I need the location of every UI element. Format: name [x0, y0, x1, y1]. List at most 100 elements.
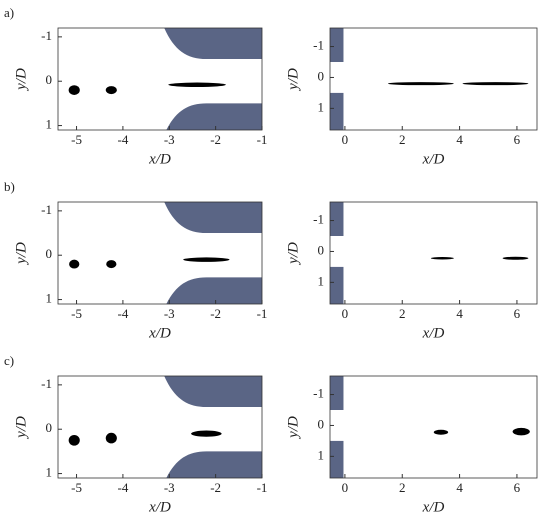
x-tick-label: -2 — [210, 480, 221, 495]
nozzle-wall — [166, 451, 262, 478]
y-tick-label: 1 — [318, 447, 325, 462]
droplet — [462, 82, 529, 86]
droplet — [69, 259, 80, 269]
y-tick-label: 1 — [46, 291, 53, 306]
droplet — [191, 430, 222, 437]
y-axis-label: y/D — [285, 68, 301, 92]
x-tick-label: -1 — [257, 306, 268, 321]
x-tick-label: 0 — [342, 306, 349, 321]
x-tick-label: -3 — [164, 132, 175, 147]
x-tick-label: 6 — [514, 306, 521, 321]
panel: 0 2 4 6 -1 0 1 x/D y/D — [285, 375, 538, 515]
y-tick-label: 1 — [318, 273, 325, 288]
x-tick-label: -5 — [71, 132, 82, 147]
x-tick-label: -2 — [210, 132, 221, 147]
droplet — [502, 256, 529, 260]
droplet — [105, 432, 117, 444]
droplet — [68, 434, 80, 446]
y-tick-label: 1 — [46, 465, 53, 480]
droplet — [512, 427, 530, 436]
y-axis-label: y/D — [285, 416, 301, 440]
x-tick-label: -4 — [117, 132, 128, 147]
x-tick-label: -4 — [117, 306, 128, 321]
x-axis-label: x/D — [148, 325, 171, 341]
y-tick-label: -1 — [313, 212, 324, 227]
plot-area — [330, 202, 529, 304]
y-tick-label: -1 — [41, 28, 52, 43]
nozzle-wall — [330, 376, 344, 410]
y-axis-label: y/D — [13, 68, 29, 92]
x-tick-label: -1 — [257, 480, 268, 495]
y-axis-label: y/D — [13, 416, 29, 440]
panel: 0 2 4 6 -1 0 1 x/D y/D — [285, 27, 538, 167]
axes-box — [57, 27, 263, 131]
y-tick-label: 0 — [46, 420, 53, 435]
x-tick-label: 4 — [456, 132, 463, 147]
y-tick-label: 1 — [46, 117, 53, 132]
y-tick-label: -1 — [41, 202, 52, 217]
x-axis-label: x/D — [148, 151, 171, 167]
nozzle-wall — [164, 202, 262, 234]
x-tick-label: -5 — [71, 306, 82, 321]
panel-label: c) — [4, 353, 14, 368]
y-tick-label: 0 — [318, 68, 325, 83]
droplet — [430, 257, 454, 260]
panel: -5 -4 -3 -2 -1 -1 0 1 x/D y/D c) — [4, 353, 268, 515]
x-tick-label: 2 — [399, 132, 406, 147]
panel-label: b) — [4, 179, 15, 194]
x-tick-label: 6 — [514, 480, 521, 495]
y-tick-label: -1 — [313, 38, 324, 53]
y-axis-label: y/D — [285, 242, 301, 266]
y-tick-label: -1 — [313, 386, 324, 401]
y-tick-label: -1 — [41, 376, 52, 391]
y-tick-label: 0 — [318, 242, 325, 257]
y-tick-label: 0 — [318, 416, 325, 431]
axes-box — [329, 201, 538, 305]
x-tick-label: 6 — [514, 132, 521, 147]
plot-area — [330, 376, 530, 478]
nozzle-wall — [164, 376, 262, 408]
x-tick-label: -3 — [164, 480, 175, 495]
y-tick-label: 0 — [46, 72, 53, 87]
droplet — [183, 257, 230, 262]
axes-box — [57, 201, 263, 305]
x-tick-label: 0 — [342, 480, 349, 495]
plot-area — [330, 28, 529, 130]
nozzle-wall — [330, 28, 344, 62]
x-tick-label: -4 — [117, 480, 128, 495]
nozzle-wall — [164, 28, 262, 60]
nozzle-wall — [166, 103, 262, 130]
droplet — [68, 85, 80, 95]
x-tick-label: 0 — [342, 132, 349, 147]
nozzle-wall — [330, 440, 344, 478]
droplet — [168, 82, 226, 87]
droplet — [387, 82, 454, 86]
droplet — [433, 429, 449, 435]
x-tick-label: -5 — [71, 480, 82, 495]
x-tick-label: 4 — [456, 306, 463, 321]
panel: -5 -4 -3 -2 -1 -1 0 1 x/D y/D a) — [4, 5, 268, 167]
x-axis-label: x/D — [422, 151, 445, 167]
x-tick-label: 2 — [399, 480, 406, 495]
plot-area — [68, 28, 262, 130]
x-axis-label: x/D — [148, 499, 171, 515]
panel: -5 -4 -3 -2 -1 -1 0 1 x/D y/D b) — [4, 179, 268, 341]
x-axis-label: x/D — [422, 325, 445, 341]
nozzle-wall — [330, 202, 344, 236]
panel: 0 2 4 6 -1 0 1 x/D y/D — [285, 201, 538, 341]
x-tick-label: -1 — [257, 132, 268, 147]
axes-box — [329, 375, 538, 479]
x-tick-label: -2 — [210, 306, 221, 321]
nozzle-wall — [330, 92, 344, 130]
nozzle-wall — [330, 266, 344, 304]
droplet — [105, 86, 117, 95]
nozzle-wall — [166, 277, 262, 304]
x-axis-label: x/D — [422, 499, 445, 515]
plot-area — [69, 202, 262, 304]
droplet — [106, 260, 117, 269]
panel-label: a) — [4, 5, 14, 20]
x-tick-label: 4 — [456, 480, 463, 495]
y-axis-label: y/D — [13, 242, 29, 266]
y-tick-label: 0 — [46, 246, 53, 261]
